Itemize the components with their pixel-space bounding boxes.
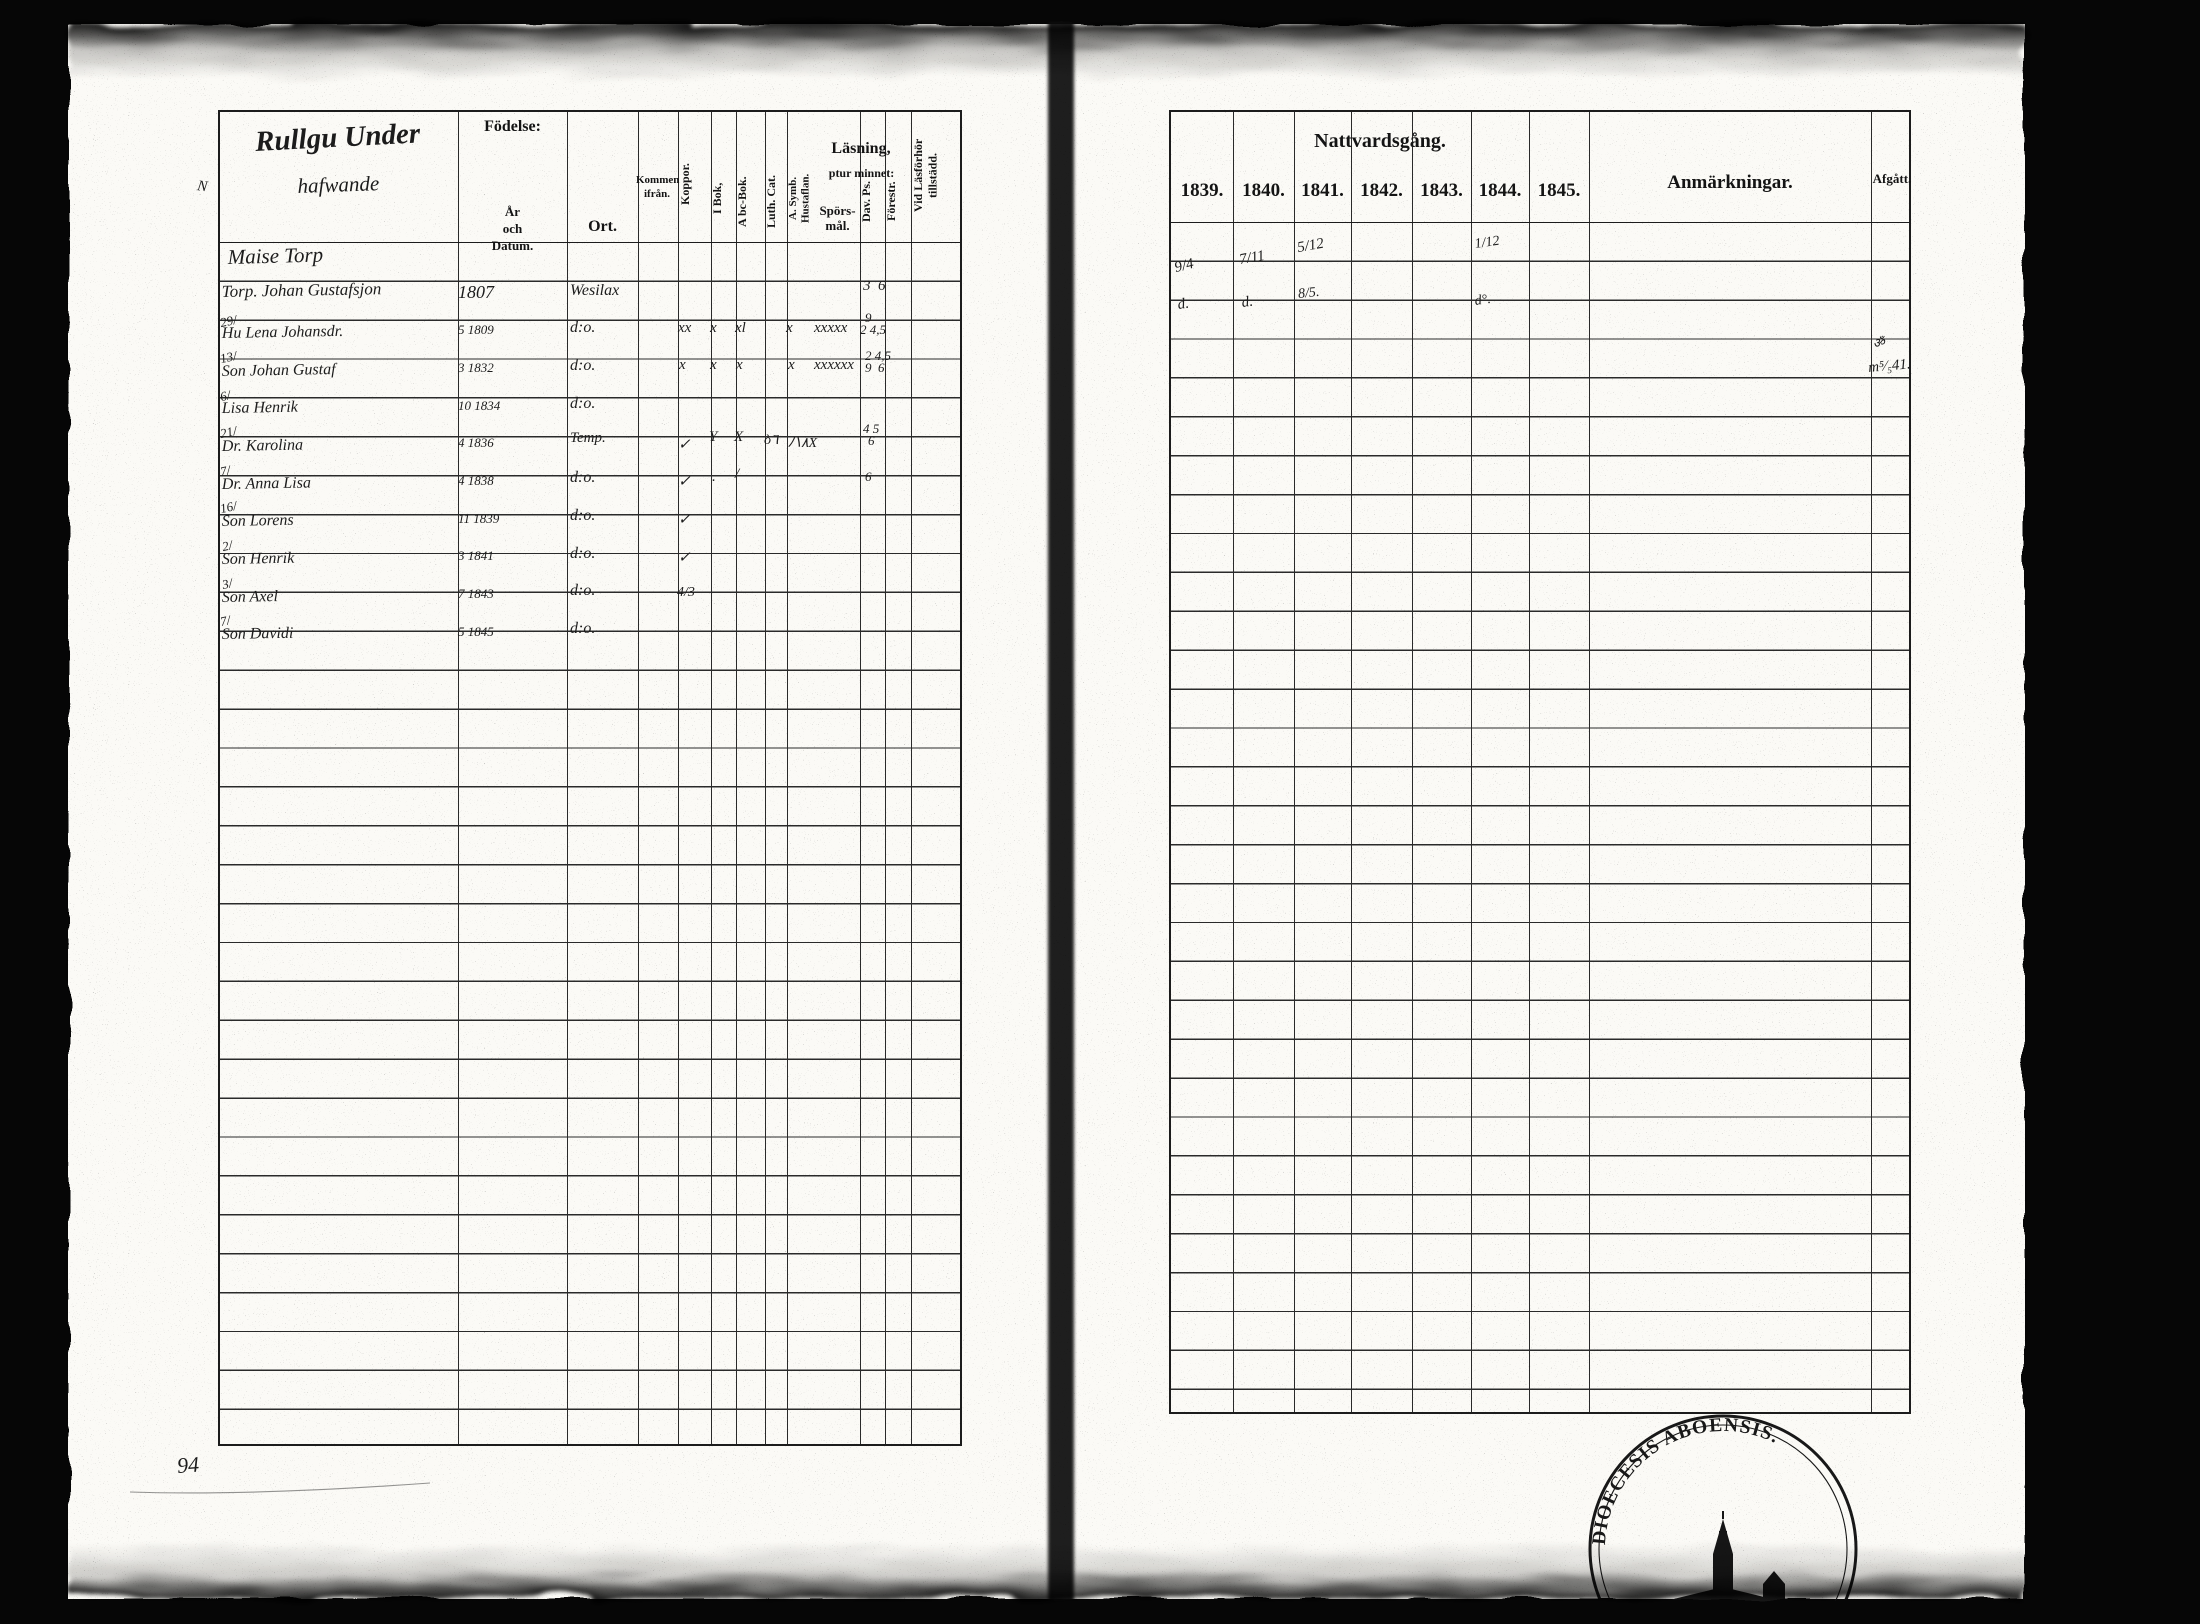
- svg-text:DIOECESIS ABOENSIS.: DIOECESIS ABOENSIS.: [1589, 1415, 1783, 1546]
